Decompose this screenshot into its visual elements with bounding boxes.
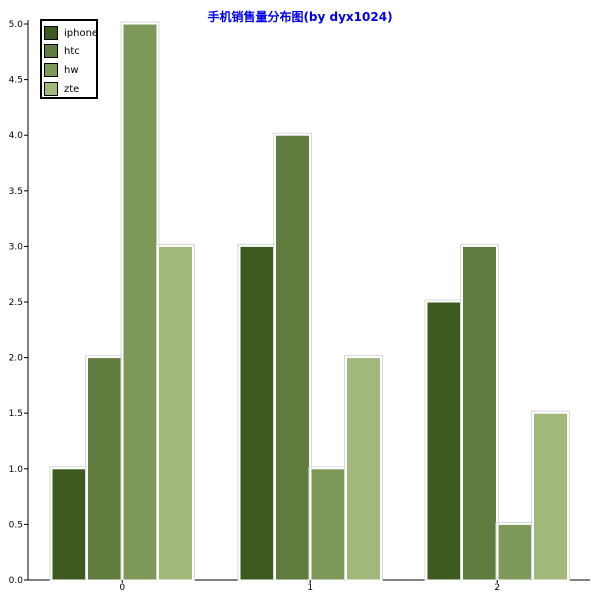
legend-label-iphone: iphone — [64, 27, 99, 39]
y-tick-label: 0.0 — [9, 576, 24, 586]
bar-htc-1 — [275, 134, 310, 581]
y-tick-label: 3.5 — [9, 187, 23, 197]
y-tick-label: 2.5 — [9, 298, 23, 308]
legend-swatch-iphone — [44, 26, 58, 40]
legend-swatch-hw — [44, 63, 58, 77]
legend-label-htc: htc — [64, 45, 80, 57]
bar-hw-2 — [497, 523, 533, 581]
x-tick-label: 0 — [119, 583, 125, 593]
legend-swatch-zte — [44, 82, 58, 96]
legend-item-htc: htc — [44, 43, 80, 59]
legend-label-zte: zte — [64, 83, 80, 95]
legend-swatch-htc — [44, 44, 58, 58]
bar-hw-1 — [310, 468, 346, 581]
y-tick-label: 0.5 — [9, 520, 23, 530]
bar-htc-2 — [462, 245, 497, 581]
x-tick-label: 2 — [494, 583, 500, 593]
y-tick-label: 4.5 — [9, 76, 23, 86]
bar-zte-0 — [158, 245, 193, 581]
y-tick-label: 1.0 — [9, 465, 24, 475]
legend-item-hw: hw — [44, 62, 79, 78]
legend-item-iphone: iphone — [44, 25, 98, 41]
bar-zte-2 — [533, 412, 568, 581]
y-tick-label: 3.0 — [9, 242, 24, 252]
legend-item-zte: zte — [44, 81, 79, 97]
y-tick-label: 5.0 — [9, 20, 24, 30]
bar-zte-1 — [346, 357, 381, 581]
legend: iphone htc hw zte — [40, 19, 98, 99]
bar-hw-0 — [122, 23, 158, 581]
y-tick-label: 1.5 — [9, 409, 23, 419]
bar-iphone-1 — [239, 245, 275, 581]
chart-title: 手机销售量分布图(by dyx1024) — [207, 10, 393, 24]
x-tick-label: 1 — [307, 583, 313, 593]
bar-iphone-0 — [51, 468, 87, 581]
legend-label-hw: hw — [64, 64, 79, 76]
y-tick-label: 4.0 — [9, 131, 24, 141]
bar-htc-0 — [87, 357, 122, 581]
y-tick-label: 2.0 — [9, 354, 24, 364]
bar-iphone-2 — [426, 301, 462, 581]
